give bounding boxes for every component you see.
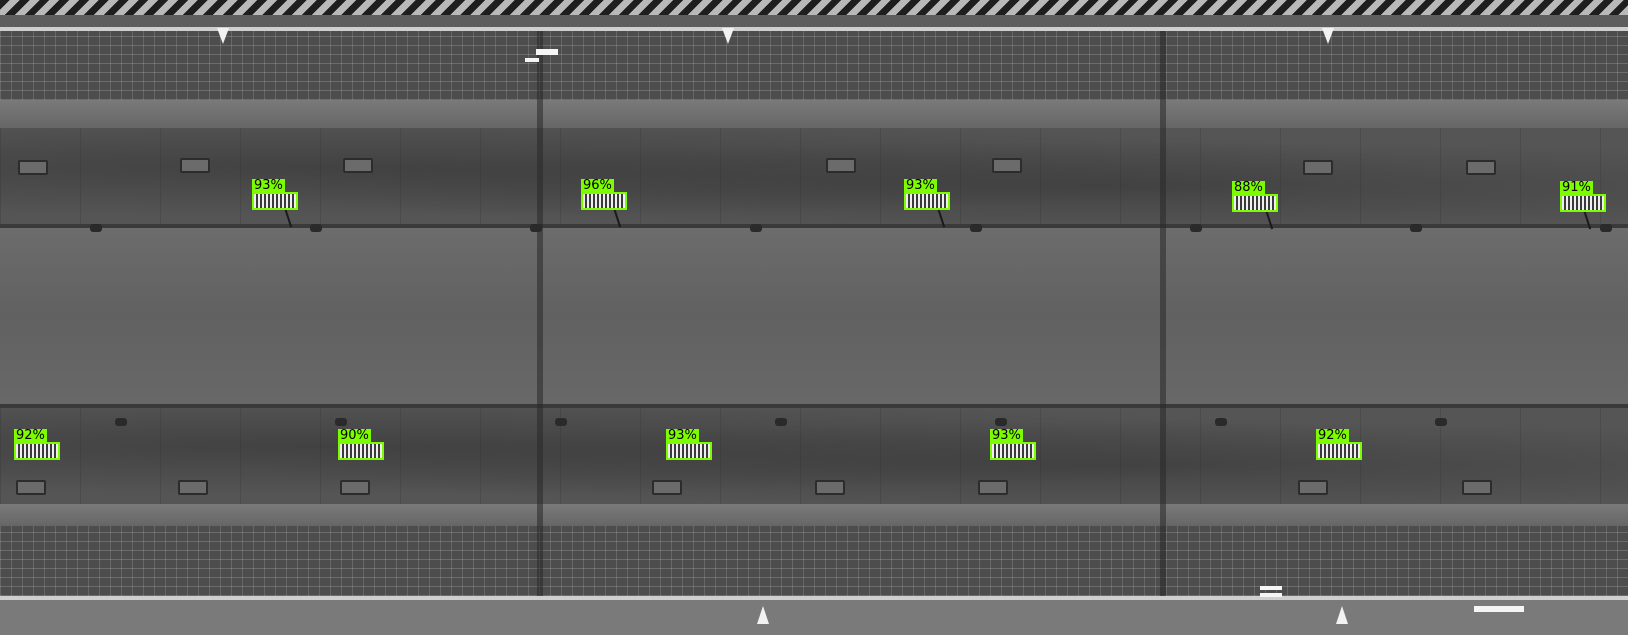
wall-socket: [826, 158, 856, 173]
wall-socket: [815, 480, 845, 495]
anchor-clip: [1600, 224, 1612, 232]
confidence-label: 93%: [252, 178, 285, 193]
confidence-label: 93%: [666, 428, 699, 443]
wall-socket: [180, 158, 210, 173]
wall-socket: [178, 480, 208, 495]
detection-bounding-box: [14, 442, 60, 460]
detection-bounding-box: [1316, 442, 1362, 460]
wall-socket: [652, 480, 682, 495]
detection-bounding-box: [666, 442, 712, 460]
guard-rail-top: [0, 27, 1628, 31]
ledge-top: [0, 100, 1628, 128]
wall-socket: [1303, 160, 1333, 175]
wall-socket: [1462, 480, 1492, 495]
anchor-clip: [555, 418, 567, 426]
hazard-stripe-top: [0, 0, 1628, 15]
traffic-cone-icon: [1336, 606, 1348, 624]
confidence-label: 93%: [904, 178, 937, 193]
confidence-label: 96%: [581, 178, 614, 193]
fence-mesh-top: [0, 31, 1628, 100]
road-marking: [1260, 586, 1282, 590]
detection-bounding-box: [252, 192, 298, 210]
traffic-cone-icon: [722, 28, 734, 44]
confidence-label: 91%: [1560, 180, 1593, 195]
anchor-clip: [310, 224, 322, 232]
wall-socket: [1298, 480, 1328, 495]
anchor-clip: [1215, 418, 1227, 426]
anchor-clip: [750, 224, 762, 232]
wall-socket: [343, 158, 373, 173]
confidence-label: 92%: [1316, 428, 1349, 443]
road-marking: [1474, 606, 1524, 612]
wall-panel-lower: [0, 408, 1628, 504]
ledge-bottom: [0, 504, 1628, 526]
guard-rail-bottom: [0, 596, 1628, 600]
anchor-clip: [1410, 224, 1422, 232]
wall-socket: [1466, 160, 1496, 175]
anchor-clip: [1190, 224, 1202, 232]
anchor-clip: [530, 224, 542, 232]
ground-strip-bottom: [0, 600, 1628, 635]
wall-socket: [16, 480, 46, 495]
anchor-clip: [775, 418, 787, 426]
anchor-clip: [90, 224, 102, 232]
detection-bounding-box: [904, 192, 950, 210]
wall-socket: [340, 480, 370, 495]
concrete-deck: [0, 228, 1628, 404]
detection-bounding-box: [1560, 194, 1606, 212]
anchor-clip: [1435, 418, 1447, 426]
seam-upper: [0, 224, 1628, 228]
detection-bounding-box: [581, 192, 627, 210]
road-marking: [536, 49, 558, 55]
wall-socket: [978, 480, 1008, 495]
wall-socket: [992, 158, 1022, 173]
confidence-label: 90%: [338, 428, 371, 443]
traffic-cone-icon: [757, 606, 769, 624]
wall-socket: [18, 160, 48, 175]
traffic-cone-icon: [217, 28, 229, 44]
road-marking: [525, 58, 539, 62]
fence-mesh-bottom: [0, 526, 1628, 596]
confidence-label: 92%: [14, 428, 47, 443]
expansion-joint: [1160, 31, 1166, 596]
traffic-cone-icon: [1322, 28, 1334, 44]
detection-bounding-box: [990, 442, 1036, 460]
detection-bounding-box: [1232, 194, 1278, 212]
anchor-clip: [115, 418, 127, 426]
anchor-clip: [995, 418, 1007, 426]
confidence-label: 88%: [1232, 180, 1265, 195]
anchor-clip: [335, 418, 347, 426]
anchor-clip: [970, 224, 982, 232]
wall-panel-upper: [0, 128, 1628, 226]
detection-bounding-box: [338, 442, 384, 460]
seam-lower: [0, 404, 1628, 408]
confidence-label: 93%: [990, 428, 1023, 443]
road-marking: [1260, 593, 1282, 597]
expansion-joint: [537, 31, 543, 596]
